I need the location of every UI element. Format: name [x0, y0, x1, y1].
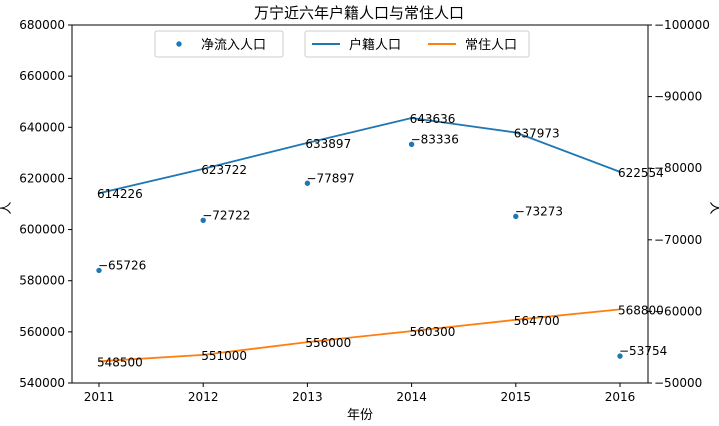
y-left-tick-label: 540000 [19, 376, 65, 390]
data-label: 551000 [201, 349, 247, 363]
scatter-point [200, 217, 206, 224]
y-axis-label-left: 人 [0, 201, 14, 214]
data-label: −65726 [98, 258, 146, 272]
y-left-tick-label: 560000 [19, 325, 65, 339]
data-label: 556000 [305, 336, 351, 350]
y-axis-label-right: 人 [707, 201, 719, 214]
data-label: 614226 [97, 187, 143, 201]
series-line-1 [98, 308, 621, 363]
y-axis-right: −50000 −60000 −70000 −80000 −90000 −100000 [648, 18, 710, 390]
y-left-tick-label: 660000 [19, 69, 65, 83]
data-label: −77897 [306, 171, 354, 185]
y-right-tick-label: −60000 [654, 304, 702, 318]
y-right-tick-label: −70000 [654, 233, 702, 247]
series-line-0 [98, 117, 621, 195]
legend-scatter-marker [176, 41, 182, 47]
legend-label-net-inflow: 净流入人口 [201, 38, 266, 53]
legend-right-box [304, 30, 530, 58]
y-right-tick-label: −80000 [654, 161, 702, 175]
data-label: 623722 [201, 163, 247, 177]
data-labels: 614226 623722 633897 643636 637973 622554 5485… [97, 112, 667, 369]
x-tick-label: 2011 [84, 390, 115, 404]
data-label: 622554 [618, 166, 664, 180]
data-label: 643636 [410, 112, 456, 126]
scatter-point [96, 267, 102, 274]
x-tick-label: 2013 [292, 390, 323, 404]
data-label: 637973 [514, 126, 560, 140]
y-left-tick-label: 640000 [19, 120, 65, 134]
data-label: −83336 [411, 132, 459, 146]
legend-label-registered: 户籍人口 [349, 37, 401, 53]
legend-left-box [154, 30, 284, 58]
data-label: 548500 [97, 355, 143, 369]
data-label: 633897 [305, 137, 351, 151]
data-label: 568800 [618, 303, 664, 317]
scatter-point [304, 180, 311, 186]
data-label: −73273 [515, 204, 563, 218]
scatter-point [408, 141, 415, 148]
y-axis-left: 540000 560000 580000 600000 620000 640000 6600… [19, 18, 72, 390]
y-left-tick-label: 600000 [19, 223, 65, 237]
y-left-tick-label: 620000 [19, 171, 65, 185]
y-left-tick-label: 680000 [19, 18, 65, 32]
x-tick-label: 2016 [605, 390, 636, 404]
y-right-tick-label: −100000 [654, 18, 710, 32]
scatter-point [513, 213, 519, 220]
data-label: 564700 [514, 314, 560, 328]
x-tick-label: 2015 [501, 390, 532, 404]
legend-right: 户籍人口 常住人口 [304, 30, 530, 58]
x-axis-label: 年份 [347, 408, 373, 423]
data-label: 560300 [410, 325, 456, 339]
series-layer [96, 117, 623, 363]
legend-label-resident: 常住人口 [465, 38, 517, 53]
data-label: −53754 [619, 344, 667, 358]
y-right-tick-label: −50000 [654, 376, 702, 390]
y-left-tick-label: 580000 [19, 274, 65, 288]
chart-title: 万宁近六年户籍人口与常住人口 [254, 4, 464, 22]
plot-frame [71, 24, 649, 384]
scatter-point [617, 353, 623, 359]
data-label: −72722 [202, 208, 250, 222]
x-tick-label: 2012 [188, 390, 219, 404]
x-tick-label: 2014 [396, 390, 427, 404]
y-right-tick-label: −90000 [654, 90, 702, 104]
legend-left: 净流入人口 [154, 30, 284, 58]
x-axis: 2011 2012 2013 2014 2015 2016 [84, 383, 636, 404]
